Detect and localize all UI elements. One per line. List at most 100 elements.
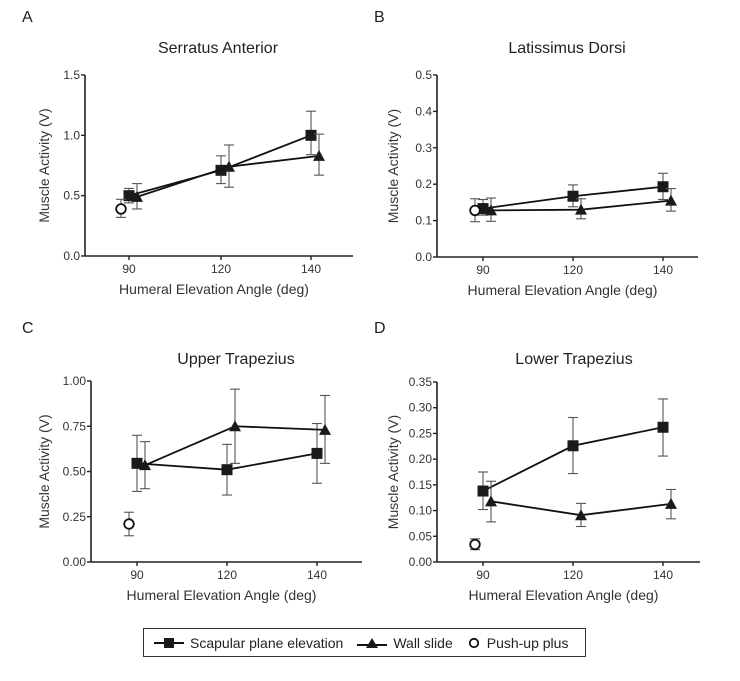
chart-panel-c: C Upper Trapezius 0.00 0.25 0.50 0.75 1.00 90 12… xyxy=(22,320,362,603)
panel-label: B xyxy=(374,9,385,26)
data-point-circle xyxy=(469,204,481,217)
y-tick-label: 0.4 xyxy=(415,104,432,118)
x-tick-label: 90 xyxy=(122,262,136,276)
y-tick-label: 1.0 xyxy=(63,128,80,142)
y-tick-label: 0.2 xyxy=(415,177,432,191)
data-point-square xyxy=(477,203,489,215)
chart-title: Serratus Anterior xyxy=(158,40,279,57)
legend-label: Scapular plane elevation xyxy=(190,634,344,651)
chart-title: Lower Trapezius xyxy=(515,351,632,368)
series-triangle xyxy=(485,480,677,528)
data-point-square xyxy=(567,190,579,202)
data-point-square xyxy=(477,485,489,497)
data-point-square xyxy=(567,440,579,452)
legend-item-wall-slide: Wall slide xyxy=(357,634,453,651)
x-tick-label: 120 xyxy=(211,262,231,276)
data-point-triangle xyxy=(485,495,497,507)
panel-label: D xyxy=(374,320,386,337)
x-tick-label: 140 xyxy=(653,568,673,582)
x-tick-label: 120 xyxy=(563,568,583,582)
series-square xyxy=(123,110,317,204)
data-point-triangle xyxy=(575,203,587,215)
series-circle xyxy=(123,511,135,537)
series-square xyxy=(477,398,669,511)
y-axis-title: Muscle Activity (V) xyxy=(36,414,52,528)
triangle-line-icon xyxy=(357,637,388,648)
series-circle xyxy=(469,198,481,223)
y-tick-label: 0.00 xyxy=(63,555,87,569)
series-triangle xyxy=(139,388,331,490)
y-tick-label: 1.00 xyxy=(63,374,87,388)
y-tick-label: 0.1 xyxy=(415,214,432,228)
data-point-circle xyxy=(469,538,481,551)
y-tick-label: 0.25 xyxy=(63,510,87,524)
data-point-square xyxy=(657,421,669,433)
data-point-triangle xyxy=(665,194,677,206)
legend-item-push-up-plus: Push-up plus xyxy=(467,634,569,651)
data-point-triangle xyxy=(665,497,677,509)
data-point-square xyxy=(305,129,317,141)
x-tick-label: 90 xyxy=(130,568,144,582)
y-tick-label: 0.25 xyxy=(409,426,433,440)
data-point-square xyxy=(123,190,135,202)
data-point-triangle xyxy=(139,459,151,471)
y-axis-title: Muscle Activity (V) xyxy=(385,109,401,223)
chart-panel-d: D Lower Trapezius 0.00 0.05 0.10 0.15 0.20 0.25… xyxy=(374,320,700,603)
square-line-icon xyxy=(154,637,184,648)
x-axis-title: Humeral Elevation Angle (deg) xyxy=(469,587,659,603)
data-point-triangle xyxy=(229,420,241,432)
chart-panel-b: B Latissimus Dorsi 0.0 0.1 0.2 0.3 0.4 0.5 90 120… xyxy=(374,9,698,298)
y-tick-label: 0.20 xyxy=(409,452,433,466)
x-axis-title: Humeral Elevation Angle (deg) xyxy=(127,587,317,603)
data-point-square xyxy=(131,457,143,469)
data-point-triangle xyxy=(313,149,325,161)
data-point-circle xyxy=(115,203,127,215)
x-tick-label: 140 xyxy=(301,262,321,276)
open-circle-icon xyxy=(468,637,479,648)
y-axis-title: Muscle Activity (V) xyxy=(385,415,401,529)
data-point-triangle xyxy=(223,160,235,172)
data-point-square xyxy=(215,164,227,176)
data-point-triangle xyxy=(485,204,497,216)
series-circle xyxy=(115,198,127,218)
y-tick-label: 0.3 xyxy=(415,141,432,155)
data-point-circle xyxy=(123,518,135,530)
series-square xyxy=(477,172,669,216)
x-tick-label: 120 xyxy=(563,263,583,277)
y-tick-label: 0.0 xyxy=(415,250,432,264)
series-square xyxy=(131,422,323,496)
y-tick-label: 0.00 xyxy=(409,555,433,569)
x-axis-title: Humeral Elevation Angle (deg) xyxy=(468,282,658,298)
data-point-square xyxy=(311,447,323,459)
x-tick-label: 140 xyxy=(653,263,673,277)
data-point-triangle xyxy=(319,423,331,435)
y-tick-label: 0.30 xyxy=(409,401,433,415)
data-point-triangle xyxy=(131,190,143,202)
data-point-triangle xyxy=(575,509,587,521)
y-tick-label: 0.05 xyxy=(409,529,433,543)
y-tick-label: 0.10 xyxy=(409,504,433,518)
y-tick-label: 0.0 xyxy=(63,249,80,263)
x-tick-label: 90 xyxy=(476,263,490,277)
y-tick-label: 0.15 xyxy=(409,478,433,492)
y-tick-label: 0.5 xyxy=(63,189,80,203)
x-axis-title: Humeral Elevation Angle (deg) xyxy=(119,281,309,297)
y-tick-label: 1.5 xyxy=(63,68,80,82)
legend-label: Push-up plus xyxy=(486,634,569,651)
legend-label: Wall slide xyxy=(393,634,453,651)
chart-title: Latissimus Dorsi xyxy=(508,40,625,57)
x-tick-label: 140 xyxy=(307,568,327,582)
x-tick-label: 90 xyxy=(476,568,490,582)
series-line xyxy=(136,154,320,198)
y-tick-label: 0.5 xyxy=(415,68,432,82)
x-tick-label: 120 xyxy=(217,568,237,582)
chart-panel-a: A Serratus Anterior 0.0 0.5 1.0 1.5 90 120 140 Hu… xyxy=(22,9,353,297)
y-tick-label: 0.75 xyxy=(63,419,87,433)
y-tick-label: 0.35 xyxy=(409,375,433,389)
y-tick-label: 0.50 xyxy=(63,465,87,479)
panel-label: C xyxy=(22,320,34,337)
series-triangle xyxy=(485,188,677,222)
series-circle xyxy=(469,538,481,551)
panel-label: A xyxy=(22,9,33,26)
